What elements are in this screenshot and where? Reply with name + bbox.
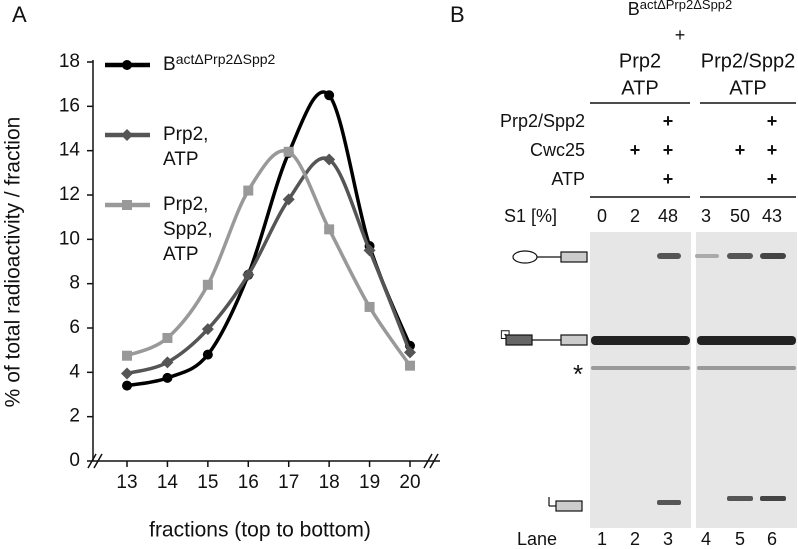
s1-value: 50 [730,206,750,226]
marker [162,332,173,343]
marker [202,279,213,290]
row-label: Cwc25 [530,140,585,160]
marker [324,90,335,101]
marker [122,60,132,70]
lane-number: 6 [767,529,777,549]
lane-number: 5 [735,529,745,549]
y-tick-label: 2 [69,406,80,427]
title-superscript: actΔPrp2ΔSpp2 [640,0,733,12]
x-tick-label: 19 [359,472,380,493]
marker [122,200,132,210]
marker [242,268,255,281]
x-tick-label: 16 [238,472,259,493]
s1-value: 43 [762,206,782,226]
lane-number: 2 [630,529,640,549]
plus: + [767,140,778,160]
y-tick-label: 6 [69,317,80,338]
s1-label: S1 [%] [504,206,557,226]
group-label: ATP [729,77,766,99]
series-line [126,148,412,367]
group-label: ATP [621,77,658,99]
plus: + [767,111,778,131]
rna-icons: ⚀ [500,250,588,512]
legend-label: BactΔPrp2ΔSpp2 [163,51,276,75]
band-annotation: * [573,359,583,389]
axes [87,60,440,469]
x-tick-label: 20 [399,472,420,493]
y-tick-label: 12 [59,184,80,205]
legend-label: ATP [163,244,199,265]
s1-value: 2 [630,206,640,226]
legend-text: B [163,54,176,75]
plus: + [663,169,674,189]
y-axis-label: % of total radioactivity / fraction [2,117,25,408]
marker [404,346,416,359]
panel-label: B [450,2,465,27]
x-tick-label: 18 [319,472,340,493]
x-tick-label: 13 [116,472,137,493]
y-tick-label: 18 [59,51,80,72]
gel-image [696,232,797,528]
group-label: Prp2/Spp2 [701,50,796,72]
s1-value: 3 [701,206,711,226]
marker [161,356,174,369]
plus: + [663,140,674,160]
legend-label: Prp2, [163,194,208,215]
marker [282,193,295,206]
row-label: ATP [551,169,585,189]
group-label: Prp2 [619,50,661,72]
marker [405,360,415,371]
x-tick-label: 17 [278,472,299,493]
marker [121,129,133,141]
s1-value: 0 [597,206,607,226]
legend-label: ATP [163,149,199,170]
plus: + [663,111,674,131]
panel-label: A [12,2,27,27]
x-tick-label: 15 [197,472,218,493]
marker [364,301,375,312]
y-tick-label: 0 [69,450,80,471]
lane-number: 4 [701,529,711,549]
marker [243,185,254,196]
plus: + [735,140,746,160]
gel-plus: + [675,25,686,45]
y-tick-label: 4 [69,361,80,382]
y-tick-label: 14 [59,140,81,161]
plus: + [767,169,778,189]
legend-label: Spp2, [163,219,213,240]
s1-value: 48 [658,206,678,226]
gel-bands [591,253,796,505]
marker [122,350,132,361]
marker [121,367,133,380]
row-label: Prp2/Spp2 [500,111,585,131]
marker [122,380,132,391]
lane-number: 1 [597,529,607,549]
marker [363,244,376,257]
lane-number: 3 [663,529,673,549]
marker [283,146,294,157]
y-tick-label: 8 [69,273,80,294]
marker [162,372,173,383]
marker [201,323,214,336]
x-axis-label: fractions (top to bottom) [149,519,371,542]
legend-superscript: actΔPrp2ΔSpp2 [176,51,276,67]
plus: + [630,140,641,160]
lane-label: Lane [517,529,557,549]
legend-label: Prp2, [163,124,208,145]
x-tick-label: 14 [157,472,179,493]
gel-title: BactΔPrp2ΔSpp2 [628,0,733,19]
gel-image [590,232,691,528]
marker [324,224,335,235]
y-tick-label: 16 [59,95,80,116]
marker [323,153,336,166]
marker [202,349,213,360]
title-text: B [628,0,640,19]
svg-text:⚀: ⚀ [500,328,510,342]
y-tick-label: 10 [59,228,80,249]
